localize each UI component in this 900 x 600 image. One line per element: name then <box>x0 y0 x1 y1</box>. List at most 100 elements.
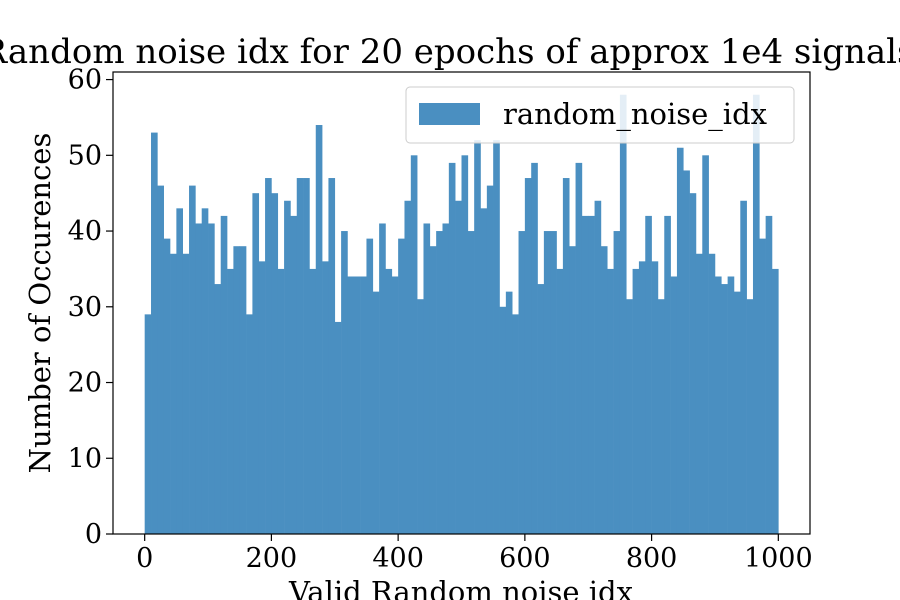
x-axis-ticks: 0 200 400 600 800 1000 <box>136 534 813 574</box>
x-tick-label: 400 <box>372 543 424 574</box>
histogram-bar <box>379 223 386 534</box>
histogram-bar <box>556 268 564 534</box>
histogram-bar <box>733 291 741 534</box>
legend-box <box>405 86 795 144</box>
histogram-bar <box>670 276 678 534</box>
histogram-bar <box>296 178 304 535</box>
histogram-bar <box>676 147 684 534</box>
histogram-bar <box>182 253 190 534</box>
histogram-bar <box>220 215 228 534</box>
histogram-bar <box>157 185 164 534</box>
histogram-bar <box>632 268 640 534</box>
x-axis-label: Valid Random noise idx <box>288 575 633 600</box>
x-tick-label: 600 <box>499 543 551 574</box>
histogram-bar <box>347 276 355 534</box>
x-tick-label: 1000 <box>744 543 813 574</box>
y-axis-ticks: 0 10 20 30 40 50 60 <box>68 65 113 550</box>
histogram-bar <box>474 140 481 534</box>
histogram-bar <box>315 125 323 535</box>
histogram-bar <box>708 253 716 534</box>
histogram-bar <box>429 246 437 534</box>
histogram-bar <box>404 200 412 535</box>
y-tick-label: 20 <box>68 368 102 399</box>
histogram-bar <box>423 223 431 534</box>
histogram-bar <box>391 276 399 534</box>
histogram-bar <box>486 185 494 534</box>
histogram-bar <box>334 321 342 534</box>
histogram-bar <box>151 132 158 535</box>
histogram-bar <box>752 94 760 534</box>
histogram-bar <box>163 238 171 534</box>
histogram-bar <box>303 178 310 535</box>
histogram-bar <box>239 246 247 534</box>
histogram-bar <box>385 268 393 534</box>
histogram-bar <box>721 284 728 534</box>
histogram-bar <box>461 155 469 535</box>
histogram-bar <box>189 185 196 534</box>
histogram-bar <box>651 261 659 534</box>
histogram-bar <box>201 208 209 534</box>
histogram-bar <box>569 246 576 534</box>
histogram-bar <box>600 246 608 534</box>
histogram-bar <box>271 193 279 534</box>
x-tick-label: 800 <box>626 543 678 574</box>
histogram-bar <box>695 253 703 534</box>
histogram-bar <box>398 238 405 534</box>
y-tick-label: 10 <box>68 443 102 474</box>
histogram-bar <box>252 193 260 534</box>
chart-title: Random noise idx for 20 epochs of approx… <box>0 32 900 72</box>
histogram-bar <box>765 215 773 534</box>
histogram-bar <box>214 284 222 534</box>
histogram-bar <box>594 200 602 535</box>
histogram-bar <box>581 215 589 534</box>
histogram-bar <box>531 162 538 534</box>
histogram-bar <box>638 261 646 534</box>
x-tick-label: 0 <box>136 543 153 574</box>
histogram-bar <box>436 231 443 534</box>
histogram-bar <box>657 299 665 534</box>
histogram-bar <box>417 299 424 534</box>
plot-frame <box>112 71 811 535</box>
histogram-bar <box>746 299 754 534</box>
histogram-bar <box>493 140 500 534</box>
histogram-bar <box>410 155 418 535</box>
histogram-bar <box>372 291 380 534</box>
histogram-bar <box>689 193 697 534</box>
histogram-bar <box>562 178 570 535</box>
histogram-bar <box>575 162 583 534</box>
histogram-bar <box>227 268 234 534</box>
y-tick-label: 50 <box>68 140 102 171</box>
histogram-bar <box>683 170 690 534</box>
legend: random_noise_idx <box>405 86 795 144</box>
histogram-bar <box>208 223 215 534</box>
histogram-bar <box>176 208 183 534</box>
histogram-bar <box>613 231 621 534</box>
histogram-bar <box>524 178 532 535</box>
histogram-bar <box>645 215 652 534</box>
histogram-bar <box>366 238 374 534</box>
x-tick-label: 200 <box>246 543 298 574</box>
y-tick-label: 0 <box>85 519 102 550</box>
histogram-bar <box>714 276 722 534</box>
histogram-bar <box>353 276 361 534</box>
histogram-bar <box>499 306 507 534</box>
histogram-bar <box>727 276 735 534</box>
histogram-bar <box>233 246 241 534</box>
histogram-bar <box>360 276 367 534</box>
histogram-bar <box>626 299 633 534</box>
histogram-bar <box>543 231 551 534</box>
histogram-bar <box>258 261 266 534</box>
histogram-bar <box>512 314 519 534</box>
histogram-bar <box>455 200 462 535</box>
histogram-bar <box>284 200 291 535</box>
histogram-bar <box>290 215 298 534</box>
histogram-bar <box>246 314 253 534</box>
histogram-bar <box>328 178 336 535</box>
histogram-bar <box>664 215 671 534</box>
histogram-bar <box>322 261 329 534</box>
histogram-bar <box>341 231 348 534</box>
histogram-bar <box>480 208 488 534</box>
histogram-bar <box>550 231 557 534</box>
histogram-bar <box>702 155 709 535</box>
